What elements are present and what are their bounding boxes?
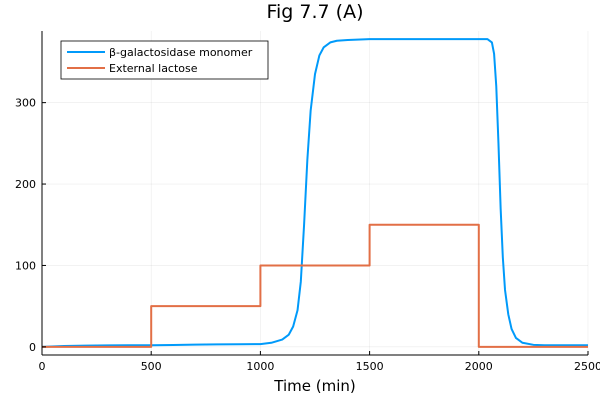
x-tick-label: 2000 (465, 360, 493, 373)
y-tick-label: 0 (29, 341, 36, 354)
x-axis-label: Time (min) (273, 377, 355, 395)
series-layer (41, 38, 588, 348)
x-tick-label: 1500 (356, 360, 384, 373)
series-line-0 (41, 38, 588, 348)
legend-label-0: β-galactosidase monomer (109, 46, 253, 59)
legend-box (60, 40, 269, 80)
x-tick-label: 2500 (574, 360, 600, 373)
x-tick-label: 500 (141, 360, 162, 373)
legend-label-1: External lactose (109, 62, 198, 75)
y-tick-label: 300 (15, 97, 36, 110)
y-tick-label: 100 (15, 259, 36, 272)
x-tick-label: 0 (39, 360, 46, 373)
x-tick-label: 1000 (246, 360, 274, 373)
chart-title: Fig 7.7 (A) (266, 1, 363, 23)
y-tick-label: 200 (15, 178, 36, 191)
series-line-1 (42, 223, 588, 348)
axes: 0 500 1000 1500 2000 2500 0 100 200 300 (15, 31, 600, 373)
legend: β-galactosidase monomer External lactose (60, 40, 269, 80)
